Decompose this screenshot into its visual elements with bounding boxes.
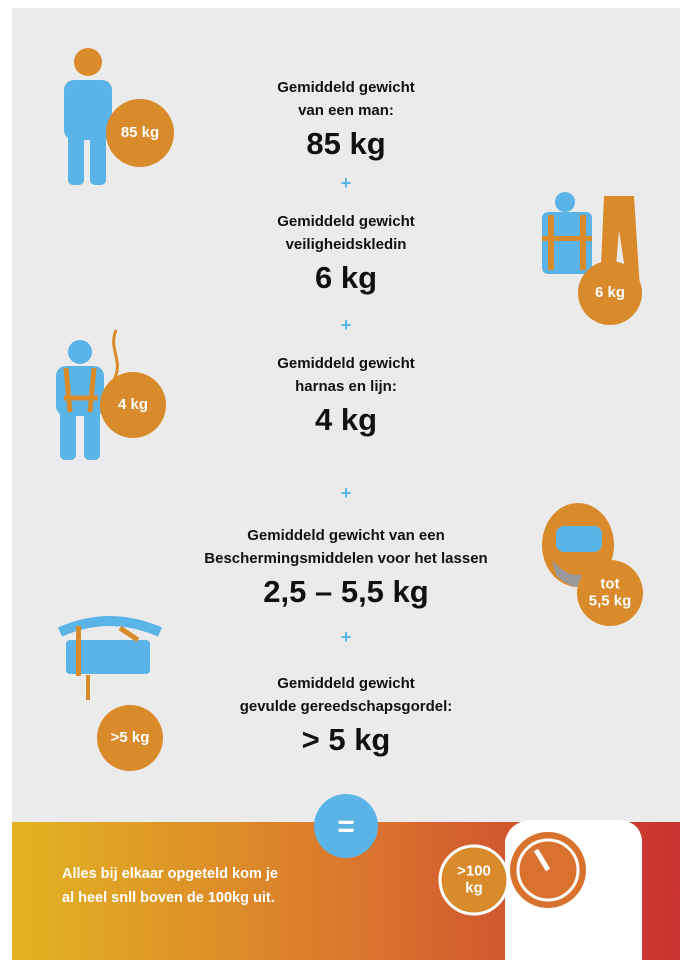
item-amount: 85 kg	[306, 126, 385, 161]
plus-sign: +	[341, 627, 352, 647]
item-amount: 2,5 – 5,5 kg	[263, 574, 428, 609]
item-label: Beschermingsmiddelen voor het lassen	[204, 550, 487, 567]
badge-label: >5 kg	[111, 729, 150, 746]
badge-label: 5,5 kg	[589, 592, 632, 609]
page: Infographic html, body { margin: 0; padd…	[0, 0, 691, 960]
plus-sign: +	[341, 483, 352, 503]
item-label: veiligheidskledin	[286, 236, 407, 253]
badge-label: >100	[457, 862, 491, 879]
item-label: Gemiddeld gewicht	[277, 355, 415, 372]
item-label: gevulde gereedschapsgordel:	[240, 698, 453, 715]
badge-label: kg	[465, 879, 483, 896]
item-amount: > 5 kg	[302, 722, 391, 757]
equals-sign: =	[337, 810, 355, 843]
item-label: Gemiddeld gewicht van een	[247, 527, 445, 544]
item-label: Gemiddeld gewicht	[277, 675, 415, 692]
item-amount: 4 kg	[315, 402, 377, 437]
body: {"items": [ {"label": ["Gemiddeld gewich…	[0, 0, 691, 960]
badge-label: 4 kg	[118, 396, 148, 413]
infographic: Gemiddeld gewicht van een man: 85 kg 85 kg G…	[0, 0, 691, 960]
item-amount: 6 kg	[315, 260, 377, 295]
item-label: harnas en lijn:	[295, 378, 397, 395]
plus-sign: +	[341, 173, 352, 193]
item-label: Gemiddeld gewicht	[277, 79, 415, 96]
footer-text: Alles bij elkaar opgeteld kom je	[62, 866, 278, 882]
plus-sign: +	[341, 315, 352, 335]
badge-label: tot	[600, 575, 619, 592]
footer-text: al heel snll boven de 100kg uit.	[62, 890, 275, 906]
badge-label: 6 kg	[595, 284, 625, 301]
item-label: Gemiddeld gewicht	[277, 213, 415, 230]
item-label: van een man:	[298, 102, 394, 119]
scale-icon	[505, 820, 642, 960]
badge-label: 85 kg	[121, 124, 159, 141]
